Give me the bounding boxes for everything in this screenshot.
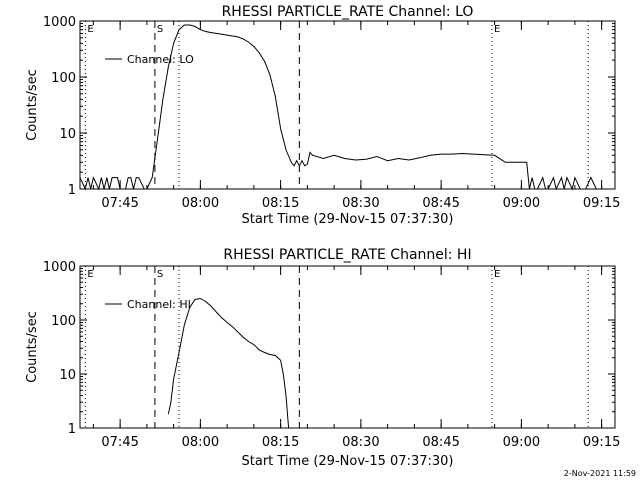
footer-date: 2-Nov-2021 11:59 <box>563 469 636 478</box>
x-tick-label: 08:15 <box>262 196 299 211</box>
y-tick-label: 100 <box>51 314 76 329</box>
y-tick-label: 1 <box>68 422 76 437</box>
legend-label: Channel: LO <box>127 53 194 66</box>
x-tick-label: 08:30 <box>342 196 379 211</box>
y-tick-label: 10 <box>59 127 76 142</box>
plot-frame <box>79 20 616 190</box>
x-tick-label: 07:45 <box>101 196 138 211</box>
x-tick-label: 08:15 <box>262 435 299 450</box>
event-marker-label: E <box>87 269 93 280</box>
x-tick-label: 08:45 <box>422 196 459 211</box>
x-tick-label: 09:00 <box>503 435 540 450</box>
plot-frame <box>79 265 616 429</box>
y-tick-label: 100 <box>51 71 76 86</box>
chart-panel-2: RHESSI PARTICLE_RATE Channel: HI 1 10 100 10… <box>25 247 620 469</box>
x-tick-label: 08:45 <box>422 435 459 450</box>
y-axis-label: Counts/sec <box>25 311 40 383</box>
event-marker-label: E <box>494 269 500 280</box>
event-marker-label: E <box>87 24 93 35</box>
y-tick-label: 1000 <box>43 15 76 30</box>
chart-title: RHESSI PARTICLE_RATE Channel: HI <box>223 247 471 263</box>
y-tick-label: 1000 <box>43 260 76 275</box>
x-axis-label: Start Time (29-Nov-15 07:37:30) <box>242 454 454 469</box>
legend-label: Channel: HI <box>127 298 191 311</box>
y-axis-label: Counts/sec <box>25 69 40 141</box>
x-tick-label: 09:00 <box>503 196 540 211</box>
x-axis-label: Start Time (29-Nov-15 07:37:30) <box>242 212 454 227</box>
chart-panel-1: RHESSI PARTICLE_RATE Channel: LO 1 10 100 10… <box>25 4 620 227</box>
x-tick-label: 08:30 <box>342 435 379 450</box>
x-tick-label: 09:15 <box>583 435 620 450</box>
y-tick-label: 1 <box>68 183 76 198</box>
x-tick-label: 07:45 <box>101 435 138 450</box>
event-marker-label: S <box>157 269 163 280</box>
series-line <box>167 297 290 429</box>
event-marker-label: S <box>157 24 163 35</box>
y-tick-label: 10 <box>59 368 76 383</box>
chart-title: RHESSI PARTICLE_RATE Channel: LO <box>222 4 474 20</box>
x-tick-label: 08:00 <box>182 196 219 211</box>
series-line <box>79 24 615 191</box>
x-tick-label: 08:00 <box>182 435 219 450</box>
x-tick-label: 09:15 <box>583 196 620 211</box>
event-marker-label: E <box>494 24 500 35</box>
